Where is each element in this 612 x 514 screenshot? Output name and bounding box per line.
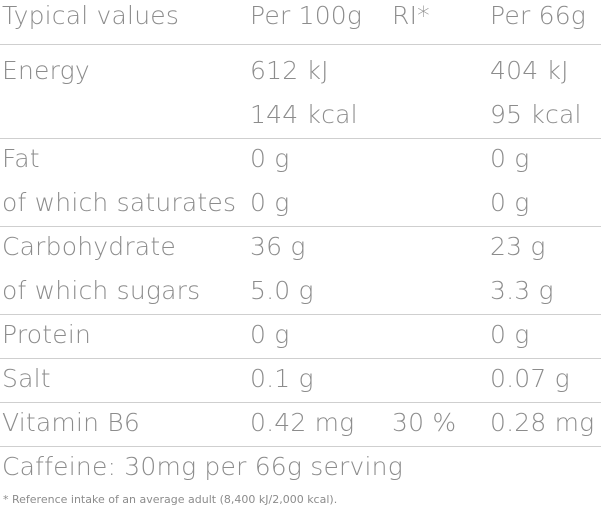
header-cell: Per 66g	[490, 1, 587, 30]
row-label: Energy	[2, 56, 90, 85]
cell: 0 g	[250, 144, 290, 173]
cell: 36 g	[250, 232, 306, 261]
cell: 0 g	[250, 320, 290, 349]
caffeine-note: Caffeine: 30mg per 66g serving	[2, 452, 403, 481]
divider	[0, 44, 601, 45]
divider	[0, 138, 601, 139]
divider	[0, 358, 601, 359]
row-label: Vitamin B6	[2, 408, 140, 437]
divider	[0, 226, 601, 227]
footnote: * Reference intake of an average adult (…	[3, 493, 338, 506]
cell: 0 g	[490, 188, 530, 217]
row-label: of which sugars	[2, 276, 201, 305]
cell: 0 g	[490, 320, 530, 349]
cell: 0.28 mg	[490, 408, 595, 437]
cell: 612 kJ	[250, 56, 329, 85]
cell: 0 g	[490, 144, 530, 173]
cell: 95 kcal	[490, 100, 582, 129]
divider	[0, 314, 601, 315]
row-label: Salt	[2, 364, 51, 393]
cell: 404 kJ	[490, 56, 569, 85]
row-label: Fat	[2, 144, 40, 173]
divider	[0, 446, 601, 447]
header-cell: Typical values	[2, 1, 180, 30]
row-label: Carbohydrate	[2, 232, 176, 261]
row-label: of which saturates	[2, 188, 237, 217]
row-label: Protein	[2, 320, 92, 349]
cell: 3.3 g	[490, 276, 554, 305]
divider	[0, 402, 601, 403]
cell: 0.1 g	[250, 364, 314, 393]
cell: 5.0 g	[250, 276, 314, 305]
cell: 0 g	[250, 188, 290, 217]
cell: 0.07 g	[490, 364, 570, 393]
cell: 30 %	[392, 408, 457, 437]
cell: 144 kcal	[250, 100, 358, 129]
header-cell: Per 100g	[250, 1, 363, 30]
cell: 23 g	[490, 232, 546, 261]
header-cell: RI*	[392, 1, 430, 30]
cell: 0.42 mg	[250, 408, 355, 437]
